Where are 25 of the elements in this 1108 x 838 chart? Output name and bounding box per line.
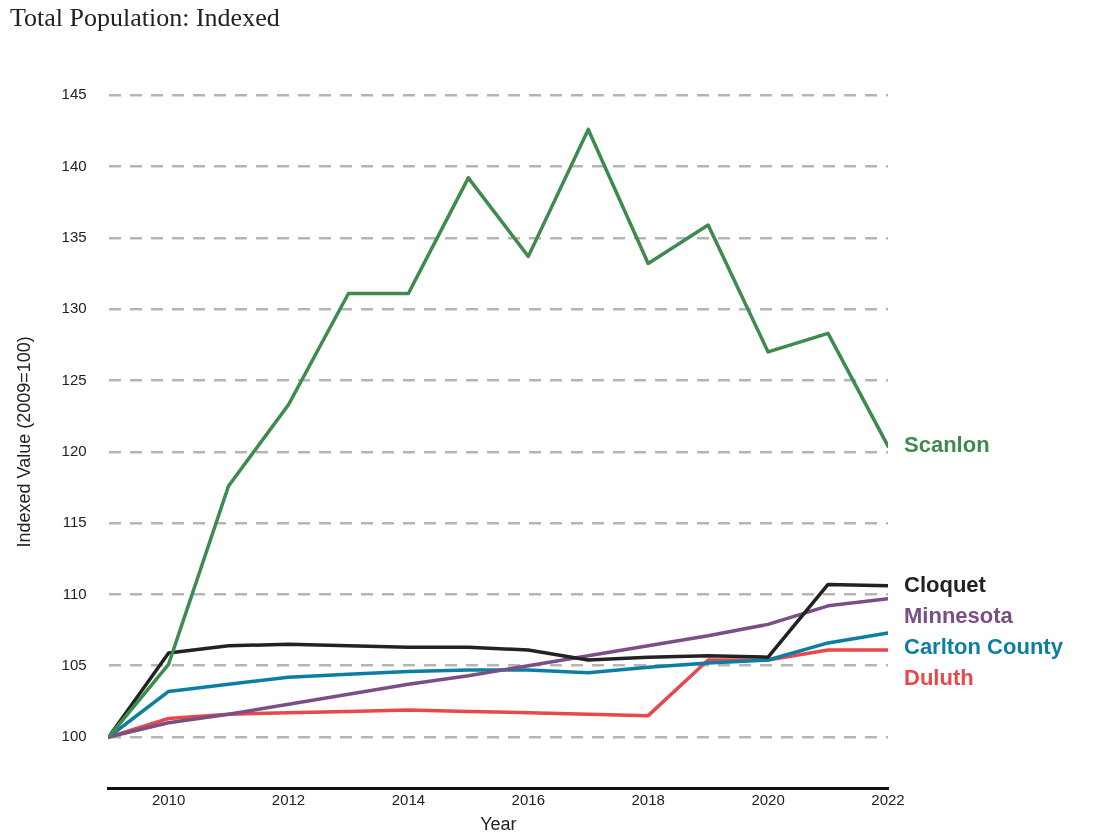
chart-title: Total Population: Indexed <box>10 3 280 33</box>
y-tick-label: 105 <box>61 655 87 673</box>
y-tick-label: 125 <box>61 370 87 388</box>
x-tick-label: 2020 <box>751 790 785 808</box>
series-label: Minnesota <box>904 602 1014 628</box>
y-tick-label: 130 <box>61 299 87 317</box>
y-tick-label: 135 <box>61 227 87 245</box>
y-tick-label: 145 <box>61 85 87 103</box>
x-tick-label: 2010 <box>151 790 186 808</box>
series-label: Carlton County <box>904 633 1064 659</box>
y-tick-label: 140 <box>61 156 87 174</box>
y-axis-title: Indexed Value (2009=100) <box>13 336 34 548</box>
y-tick-label: 120 <box>61 441 87 459</box>
series-label: Scanlon <box>904 432 990 458</box>
x-tick-label: 2016 <box>511 790 545 808</box>
series-label: Duluth <box>904 664 974 690</box>
x-tick-label: 2014 <box>391 790 426 808</box>
y-tick-label: 100 <box>61 727 87 745</box>
x-axis-title: Year <box>480 814 517 835</box>
x-tick-label: 2022 <box>871 790 905 808</box>
y-tick-label: 115 <box>62 513 87 531</box>
series-label: Cloquet <box>904 571 987 597</box>
y-tick-label: 110 <box>62 584 87 602</box>
x-tick-label: 2012 <box>271 790 306 808</box>
x-tick-label: 2018 <box>631 790 665 808</box>
